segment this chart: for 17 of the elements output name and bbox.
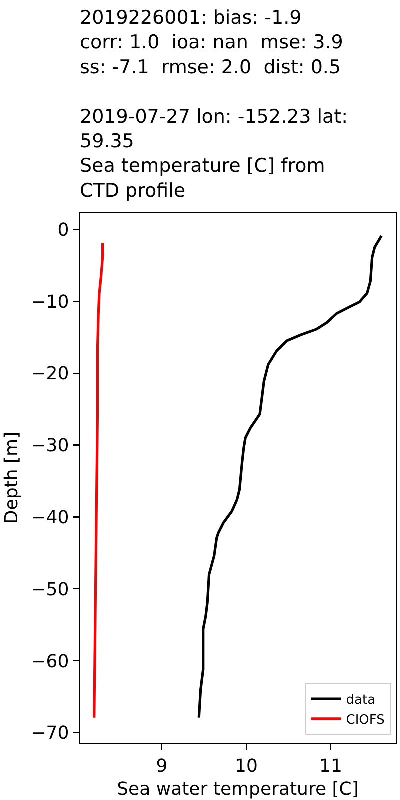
legend-label: CIOFS: [346, 712, 385, 728]
y-axis-title: Depth [m]: [2, 432, 22, 524]
x-tick-label: 10: [234, 756, 258, 777]
chart-title: 2019226001: bias: -1.9 corr: 1.0 ioa: nan mse: 3.9 ss: -7.1 rmse: 2.0 dist: 0.5 2019-07-27 lon: -152.23 lat: 59.35 Sea temperature [C] from CTD profile: [80, 7, 348, 202]
x-tick-label: 11: [319, 756, 342, 777]
y-tick-label: −20: [31, 364, 70, 385]
x-tick-label: 9: [156, 756, 168, 777]
x-axis-title: Sea water temperature [C]: [117, 779, 359, 800]
legend-label: data: [346, 693, 376, 708]
y-tick-label: 0: [58, 220, 70, 241]
y-tick-label: −40: [31, 507, 70, 528]
y-tick-label: −50: [31, 579, 70, 600]
y-tick-label: −60: [31, 651, 70, 672]
y-tick-label: −10: [31, 292, 70, 313]
y-tick-label: −70: [31, 723, 70, 744]
y-tick-label: −30: [31, 436, 70, 457]
line-series: [93, 242, 104, 720]
